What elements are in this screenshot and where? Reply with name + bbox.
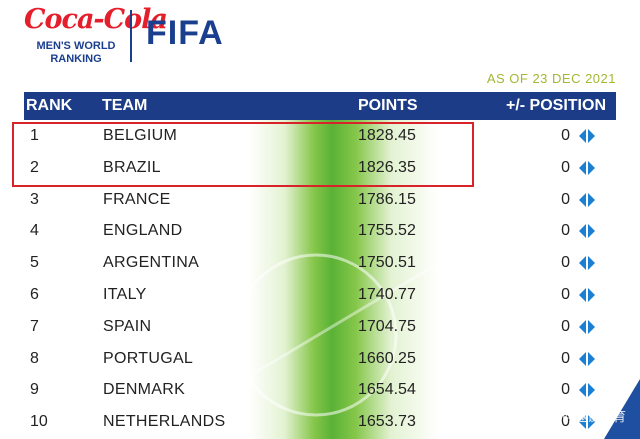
team-cell: DENMARK	[103, 381, 186, 399]
position-change-cell: 0	[561, 222, 570, 240]
rank-cell: 5	[30, 254, 39, 272]
no-change-arrows-icon	[579, 224, 595, 239]
table-row: 5 ARGENTINA 1750.51 0	[24, 247, 616, 279]
team-cell: ENGLAND	[103, 222, 183, 240]
position-change-cell: 0	[561, 413, 570, 431]
table-row: 2 BRAZIL 1826.35 0	[24, 152, 616, 184]
ranking-title-line2: RANKING	[50, 53, 102, 65]
rank-cell: 9	[30, 381, 39, 399]
header: Coca-Cola MEN'S WORLD RANKING FIFA AS OF…	[0, 0, 640, 90]
position-change-cell: 0	[561, 285, 570, 303]
points-cell: 1826.35	[358, 158, 416, 176]
team-cell: NETHERLANDS	[103, 413, 226, 431]
table-row: 1 BELGIUM 1828.45 0	[24, 120, 616, 152]
ranking-title: MEN'S WORLD RANKING	[32, 40, 120, 66]
points-cell: 1704.75	[358, 317, 416, 335]
column-header-points: POINTS	[358, 97, 418, 114]
no-change-arrows-icon	[579, 160, 595, 175]
team-cell: FRANCE	[103, 190, 171, 208]
points-cell: 1750.51	[358, 254, 416, 272]
column-header-team: TEAM	[102, 97, 148, 114]
ranking-title-line1: MEN'S WORLD	[36, 40, 116, 52]
rank-cell: 8	[30, 349, 39, 367]
position-change-cell: 0	[561, 190, 570, 208]
rank-cell: 2	[30, 158, 39, 176]
table-row: 9 DENMARK 1654.54 0	[24, 374, 616, 406]
no-change-arrows-icon	[579, 415, 595, 430]
ranking-table: 1 BELGIUM 1828.45 0 2 BRAZIL 1826.35 0 3 FRANCE 17…	[24, 120, 616, 438]
pitch-lines	[143, 228, 495, 439]
top-two-highlight	[12, 122, 474, 187]
points-cell: 1654.54	[358, 381, 416, 399]
no-change-arrows-icon	[579, 129, 595, 143]
rank-cell: 10	[30, 413, 48, 431]
no-change-arrows-icon	[579, 319, 595, 334]
points-cell: 1740.77	[358, 285, 416, 303]
table-row: 6 ITALY 1740.77 0	[24, 279, 616, 311]
table-header: RANK TEAM POINTS +/- POSITION	[24, 92, 616, 120]
column-header-position: +/- POSITION	[505, 97, 606, 114]
team-cell: BELGIUM	[103, 127, 178, 144]
points-cell: 1653.73	[358, 413, 416, 431]
rank-cell: 3	[30, 190, 39, 208]
position-change-cell: 0	[561, 127, 570, 144]
no-change-arrows-icon	[579, 287, 595, 302]
rank-cell: 6	[30, 285, 39, 303]
no-change-arrows-icon	[579, 192, 595, 207]
logo-divider	[130, 10, 132, 62]
no-change-arrows-icon	[579, 351, 595, 366]
table-row: 8 PORTUGAL 1660.25 0	[24, 343, 616, 375]
rank-cell: 1	[30, 127, 39, 144]
no-change-arrows-icon	[579, 383, 595, 398]
blue-corner-decoration	[604, 379, 640, 439]
table-row: 4 ENGLAND 1755.52 0	[24, 215, 616, 247]
table-row: 3 FRANCE 1786.15 0	[24, 184, 616, 216]
pitch-background	[24, 120, 616, 439]
points-cell: 1755.52	[358, 222, 416, 240]
team-cell: ITALY	[103, 285, 147, 303]
team-cell: PORTUGAL	[103, 349, 194, 367]
coca-cola-logo: Coca-Cola	[24, 4, 168, 35]
position-change-cell: 0	[561, 317, 570, 335]
as-of-date: AS OF 23 DEC 2021	[486, 71, 616, 86]
team-cell: BRAZIL	[103, 158, 161, 176]
table-row: 7 SPAIN 1704.75 0	[24, 311, 616, 343]
watermark: 头条号 / 何趣谈体育	[511, 409, 626, 424]
position-change-cell: 0	[561, 381, 570, 399]
position-change-cell: 0	[561, 254, 570, 272]
team-cell: SPAIN	[103, 317, 152, 335]
table-row: 10 NETHERLANDS 1653.73 0	[24, 406, 616, 438]
points-cell: 1786.15	[358, 190, 416, 208]
position-change-cell: 0	[561, 158, 570, 176]
points-cell: 1828.45	[358, 127, 416, 144]
position-change-cell: 0	[561, 349, 570, 367]
no-change-arrows-icon	[579, 256, 595, 271]
rank-cell: 4	[30, 222, 39, 240]
fifa-logo: FIFA	[146, 14, 224, 52]
rank-cell: 7	[30, 317, 39, 335]
points-cell: 1660.25	[358, 349, 416, 367]
team-cell: ARGENTINA	[103, 254, 200, 272]
column-header-rank: RANK	[26, 97, 73, 114]
